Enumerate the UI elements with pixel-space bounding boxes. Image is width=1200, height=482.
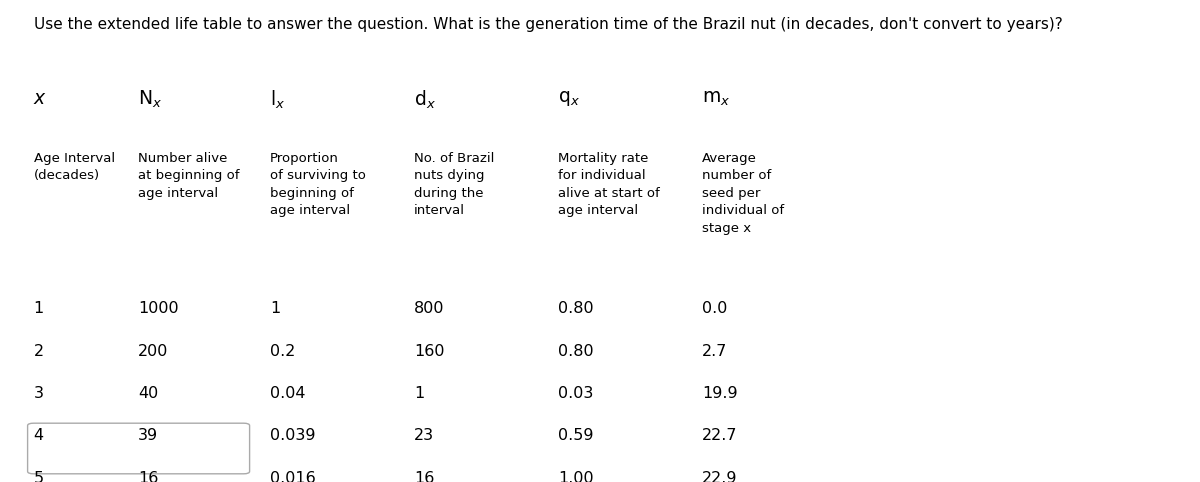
Text: 0.03: 0.03 [558, 386, 593, 401]
Text: Use the extended life table to answer the question. What is the generation time : Use the extended life table to answer th… [34, 17, 1062, 32]
Text: d$_x$: d$_x$ [414, 89, 436, 111]
Text: Average
number of
seed per
individual of
stage x: Average number of seed per individual of… [702, 152, 784, 235]
Text: 0.016: 0.016 [270, 471, 316, 482]
Text: 200: 200 [138, 344, 168, 359]
Text: 22.9: 22.9 [702, 471, 738, 482]
Text: 0.80: 0.80 [558, 344, 594, 359]
Text: m$_x$: m$_x$ [702, 89, 731, 108]
Text: 0.59: 0.59 [558, 428, 594, 443]
Text: Mortality rate
for individual
alive at start of
age interval: Mortality rate for individual alive at s… [558, 152, 660, 217]
Text: 3: 3 [34, 386, 43, 401]
Text: 5: 5 [34, 471, 43, 482]
Text: 160: 160 [414, 344, 444, 359]
Text: 4: 4 [34, 428, 43, 443]
Text: 800: 800 [414, 301, 444, 316]
Text: No. of Brazil
nuts dying
during the
interval: No. of Brazil nuts dying during the inte… [414, 152, 494, 217]
Text: 0.0: 0.0 [702, 301, 727, 316]
Text: 23: 23 [414, 428, 434, 443]
Text: Number alive
at beginning of
age interval: Number alive at beginning of age interva… [138, 152, 240, 200]
Text: q$_x$: q$_x$ [558, 89, 580, 108]
Text: 0.2: 0.2 [270, 344, 295, 359]
Text: 1: 1 [270, 301, 281, 316]
Text: 1.00: 1.00 [558, 471, 594, 482]
Text: Proportion
of surviving to
beginning of
age interval: Proportion of surviving to beginning of … [270, 152, 366, 217]
Text: N$_x$: N$_x$ [138, 89, 162, 110]
Text: 16: 16 [414, 471, 434, 482]
Text: 1000: 1000 [138, 301, 179, 316]
Text: l$_x$: l$_x$ [270, 89, 286, 111]
Text: x: x [34, 89, 44, 108]
Text: 0.04: 0.04 [270, 386, 306, 401]
Text: 39: 39 [138, 428, 158, 443]
Text: 2: 2 [34, 344, 43, 359]
Text: 2.7: 2.7 [702, 344, 727, 359]
Text: Age Interval
(decades): Age Interval (decades) [34, 152, 115, 182]
Text: 0.039: 0.039 [270, 428, 316, 443]
Text: 40: 40 [138, 386, 158, 401]
Text: 0.80: 0.80 [558, 301, 594, 316]
Text: 19.9: 19.9 [702, 386, 738, 401]
Text: 22.7: 22.7 [702, 428, 738, 443]
Text: 16: 16 [138, 471, 158, 482]
Text: 1: 1 [34, 301, 44, 316]
Text: 1: 1 [414, 386, 425, 401]
